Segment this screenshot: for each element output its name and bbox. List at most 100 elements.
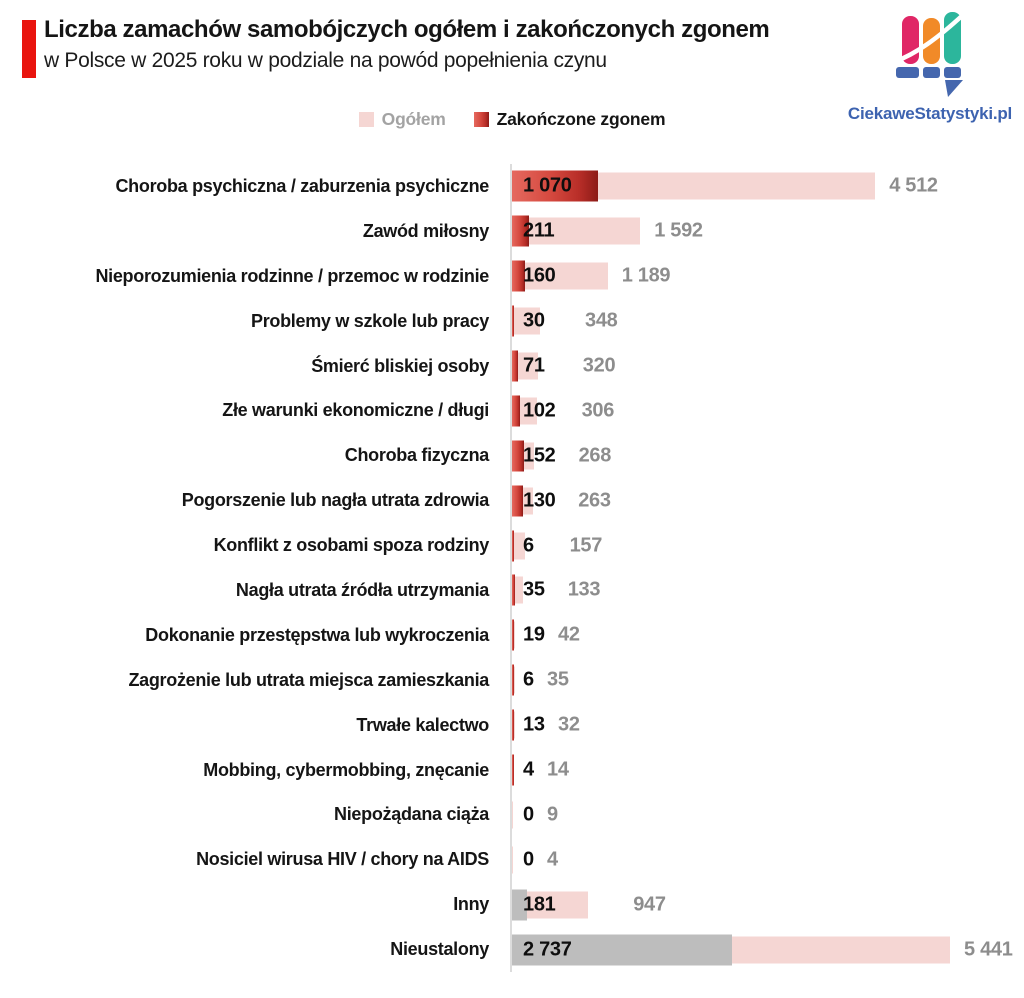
total-value-label: 947 [633,893,666,916]
deaths-bar [512,934,733,966]
deaths-value-label: 4 [523,758,534,781]
chart-row: Nieporozumienia rodzinne / przemoc w rod… [0,253,1024,299]
category-label: Choroba psychiczna / zaburzenia psychicz… [115,176,489,196]
chart-row: Złe warunki ekonomiczne / długi 102 306 [0,388,1024,434]
chart-row: Choroba fizyczna 152 268 [0,433,1024,479]
bar-area: 181 947 [510,882,1024,928]
title-block: Liczba zamachów samobójczych ogółem i za… [44,16,864,73]
total-value-label: 133 [567,578,601,601]
category-label: Inny [453,894,489,915]
chart-row: Trwałe kalectwo 13 32 [0,702,1024,748]
total-value-label: 1 189 [621,264,671,287]
category-label: Śmierć bliskiej osoby [311,355,489,376]
deaths-bar [512,485,523,517]
deaths-bar [512,530,514,562]
deaths-value-label: 1 070 [523,174,572,197]
total-value-label: 35 [547,668,569,691]
total-value-label: 306 [581,399,615,422]
logo: CiekaweStatystyki.pl [842,10,1018,124]
deaths-value-label: 19 [523,623,545,646]
bar-area: 6 35 [510,657,1024,703]
chart-row: Konflikt z osobami spoza rodziny 6 157 [0,523,1024,569]
category-label: Niepożądana ciąża [334,804,489,825]
deaths-bar [512,170,599,202]
total-value-label: 157 [569,534,603,557]
deaths-bar [512,305,515,337]
bar-area: 152 268 [510,433,1024,479]
chart-row: Zagrożenie lub utrata miejsca zamieszkan… [0,657,1024,703]
bar-area: 160 1 189 [510,253,1024,299]
bar-area: 0 4 [510,837,1024,883]
category-label: Choroba fizyczna [344,445,490,466]
total-bar [512,532,525,560]
total-bar [512,217,641,245]
deaths-bar [512,350,518,382]
category-label: Złe warunki ekonomiczne / długi [222,400,489,421]
legend-item-total: Ogółem [358,109,446,130]
bar-area: 71 320 [510,343,1024,389]
total-value-label: 4 512 [889,174,938,197]
chart-row: Choroba psychiczna / zaburzenia psychicz… [0,164,1024,209]
total-value-label: 320 [582,354,616,377]
deaths-bar [512,619,514,651]
chart-row: Śmierć bliskiej osoby 71 320 [0,343,1024,389]
total-value-label: 9 [547,803,558,826]
legend-swatch-total-icon [358,112,374,127]
category-label: Pogorszenie lub nagła utrata zdrowia [181,490,490,511]
bar-area: 4 14 [510,747,1024,793]
total-value-label: 32 [558,713,580,736]
total-value-label: 268 [578,444,612,467]
deaths-value-label: 130 [523,489,556,512]
deaths-value-label: 181 [523,893,556,916]
category-label: Nosiciel wirusa HIV / chory na AIDS [196,849,489,870]
chart-row: Problemy w szkole lub pracy 30 348 [0,298,1024,344]
chart-row: Nieustalony 2 737 5 441 [0,927,1024,973]
deaths-value-label: 35 [523,578,545,601]
deaths-bar [512,574,515,606]
deaths-value-label: 2 737 [523,938,572,961]
bar-chart: Choroba psychiczna / zaburzenia psychicz… [0,164,1024,973]
total-bar [512,262,608,290]
deaths-value-label: 30 [523,309,545,332]
chart-subtitle: w Polsce w 2025 roku w podziale na powód… [44,48,607,72]
category-label: Trwałe kalectwo [356,714,489,735]
chart-title: Liczba zamachów samobójczych ogółem i za… [44,16,770,43]
deaths-value-label: 211 [523,219,555,242]
deaths-bar [512,709,514,741]
bar-area: 102 306 [510,388,1024,434]
category-label: Konflikt z osobami spoza rodziny [213,535,490,556]
category-label: Nieustalony [390,939,489,960]
chart-row: Zawód miłosny 211 1 592 [0,208,1024,254]
total-bar [512,307,540,335]
chart-row: Niepożądana ciąża 0 9 [0,792,1024,838]
deaths-value-label: 6 [523,668,534,691]
total-bar [512,621,516,649]
chart-row: Dokonanie przestępstwa lub wykroczenia 1… [0,612,1024,658]
category-label: Zawód miłosny [362,220,489,241]
bar-area: 0 9 [510,792,1024,838]
category-label: Nieporozumienia rodzinne / przemoc w rod… [95,265,489,286]
deaths-bar [512,395,521,427]
total-value-label: 5 441 [964,938,1013,961]
deaths-bar [512,889,527,921]
logo-icon [891,11,967,97]
deaths-value-label: 13 [523,713,545,736]
category-label: Zagrożenie lub utrata miejsca zamieszkan… [128,669,489,690]
deaths-bar [512,664,514,696]
chart-row: Inny 181 947 [0,882,1024,928]
total-bar [512,576,523,604]
bar-area: 130 263 [510,478,1024,524]
deaths-value-label: 0 [523,848,534,871]
deaths-value-label: 102 [523,399,556,422]
deaths-value-label: 152 [523,444,556,467]
bar-area: 35 133 [510,568,1024,613]
legend-label-total: Ogółem [381,109,446,129]
bar-area: 2 737 5 441 [510,927,1024,973]
total-value-label: 14 [547,758,569,781]
chart-row: Nosiciel wirusa HIV / chory na AIDS 0 4 [0,837,1024,883]
deaths-bar [512,440,525,472]
deaths-value-label: 160 [523,264,556,287]
bar-area: 30 348 [510,298,1024,344]
total-value-label: 1 592 [654,219,703,242]
chart-row: Mobbing, cybermobbing, znęcanie 4 14 [0,747,1024,793]
